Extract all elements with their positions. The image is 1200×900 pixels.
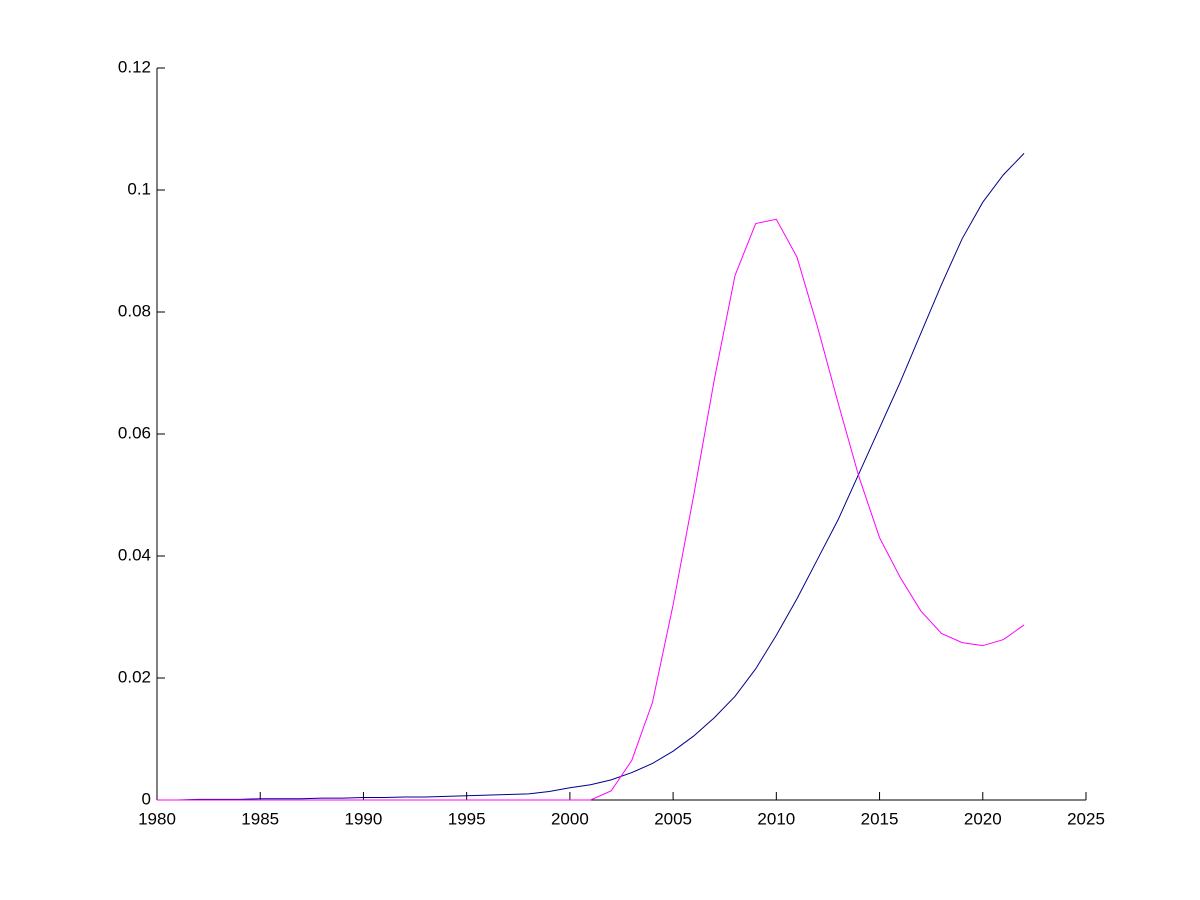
y-tick-label: 0.02	[118, 667, 151, 686]
x-tick-label: 2020	[964, 809, 1002, 828]
x-tick-label: 2015	[861, 809, 899, 828]
y-tick-label: 0.12	[118, 57, 151, 76]
x-tick-label: 1985	[241, 809, 279, 828]
y-tick-label: 0.08	[118, 301, 151, 320]
x-tick-label: 1995	[448, 809, 486, 828]
x-tick-label: 2000	[551, 809, 589, 828]
x-tick-label: 2010	[757, 809, 795, 828]
x-tick-label: 2005	[654, 809, 692, 828]
x-tick-label: 1980	[138, 809, 176, 828]
series-line	[157, 153, 1025, 801]
y-tick-label: 0	[142, 789, 151, 808]
y-tick-label: 0.1	[127, 179, 151, 198]
x-tick-label: 2025	[1067, 809, 1105, 828]
y-tick-label: 0.06	[118, 423, 151, 442]
series-line	[157, 218, 1025, 801]
x-tick-label: 1990	[345, 809, 383, 828]
y-tick-label: 0.04	[118, 545, 151, 564]
